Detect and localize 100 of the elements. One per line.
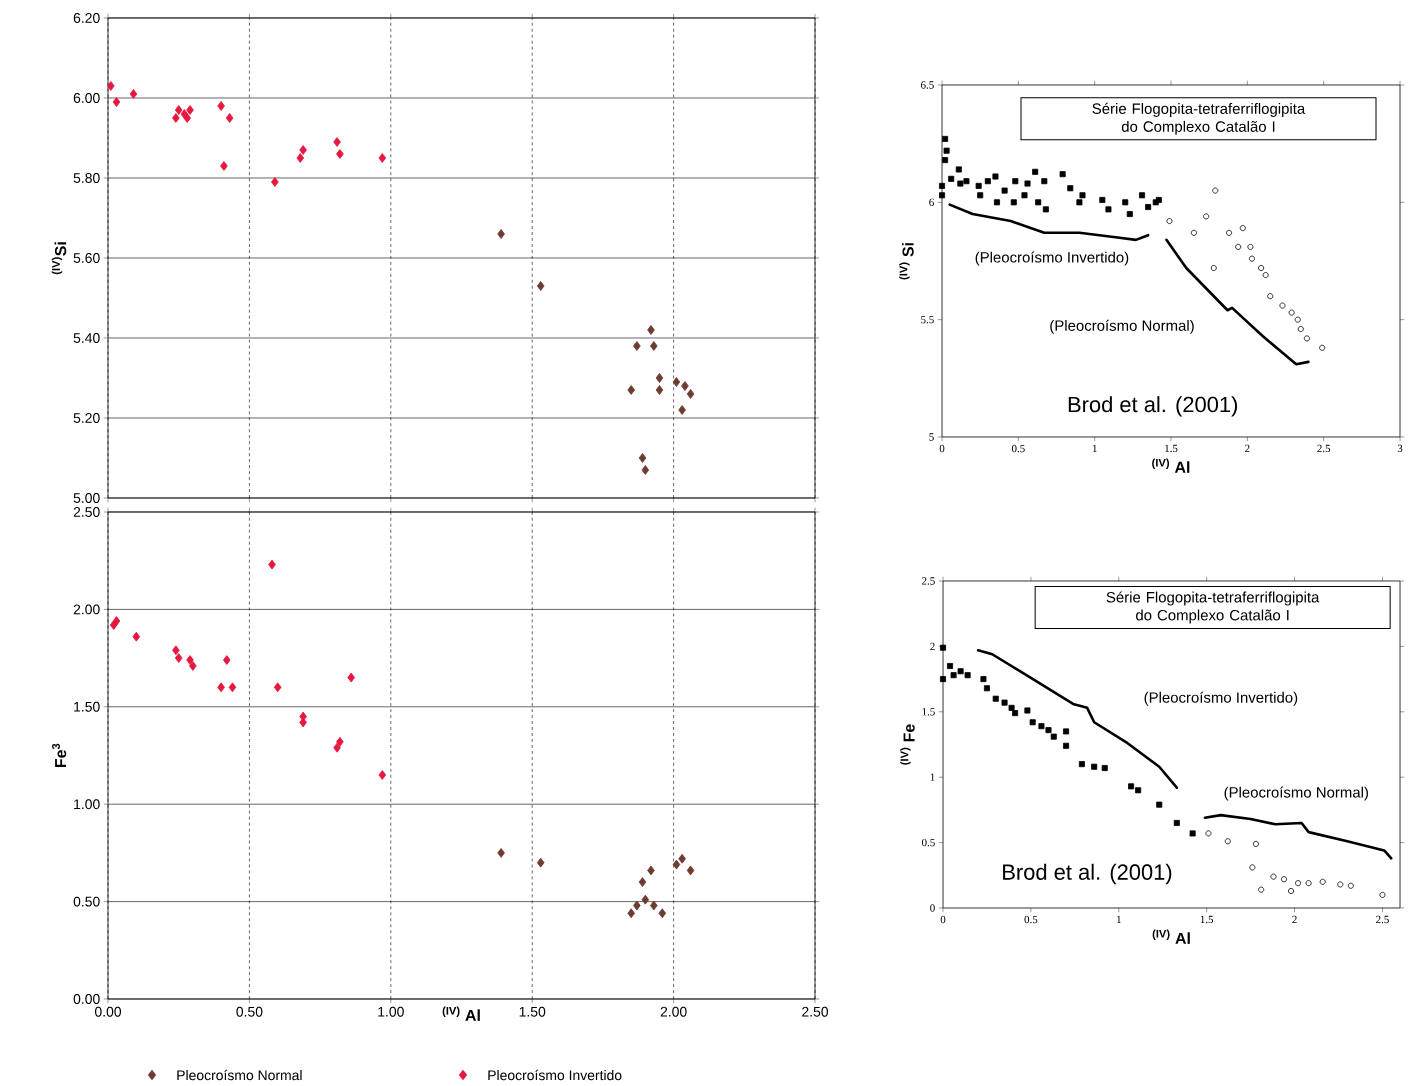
point (1239, 225, 1246, 232)
x-tick-label: 2.5 (1376, 915, 1389, 924)
point (1024, 180, 1031, 187)
point (223, 655, 231, 665)
point (109, 620, 118, 630)
point (1045, 727, 1052, 734)
point (299, 145, 307, 155)
point (1042, 206, 1049, 213)
y-tick-label: 2.5 (922, 577, 935, 585)
y-tick-label: 1.00 (74, 799, 100, 810)
x-tick-label: 1.00 (378, 1006, 404, 1017)
y-tick-label: 1.50 (74, 701, 100, 712)
point (1258, 265, 1265, 272)
point (107, 81, 115, 91)
point (1166, 218, 1173, 225)
x-tick-label: 3 (1397, 444, 1403, 453)
point (650, 341, 658, 351)
point (672, 377, 681, 387)
point (186, 105, 194, 115)
point (655, 373, 664, 383)
point (655, 385, 664, 395)
annotation: Brod et al. (2001) (1003, 863, 1172, 885)
point (992, 695, 999, 702)
point (378, 770, 387, 780)
point (678, 853, 686, 864)
point (189, 660, 197, 671)
point (1303, 335, 1310, 342)
point (336, 736, 344, 747)
point (678, 405, 686, 415)
point (1050, 733, 1057, 740)
y-tick-label: 0 (930, 904, 935, 912)
point (980, 676, 987, 683)
x-tick-label: 2.50 (802, 1006, 829, 1017)
point (132, 631, 141, 642)
point (641, 465, 650, 475)
point (686, 389, 695, 399)
y-axis-title: Fe$^{3}$ (52, 743, 67, 768)
point (333, 137, 341, 147)
point (950, 672, 957, 679)
point (1063, 742, 1070, 749)
point (1281, 876, 1288, 883)
point (1319, 344, 1326, 351)
y-tick-label: 5 (929, 433, 934, 441)
point (1205, 830, 1212, 837)
annotation: (Pleocroísmo Normal) (1050, 319, 1194, 334)
point (1248, 255, 1255, 262)
point (1258, 886, 1265, 893)
y-tick-label: 5.00 (73, 493, 100, 503)
line-series (948, 203, 1150, 242)
point (1252, 840, 1259, 847)
text: Série Flogopita-tetraferriflogipita do Complexo Catalão I (1106, 591, 1320, 624)
point (681, 381, 689, 391)
x-tick-label: 1 (1092, 444, 1097, 452)
y-tick-label: 5.40 (73, 333, 100, 343)
point (1067, 185, 1074, 192)
line-series (1203, 813, 1393, 860)
point (1041, 178, 1048, 185)
point (172, 113, 180, 123)
point (1226, 229, 1233, 236)
point (940, 676, 947, 683)
point (647, 325, 655, 335)
point (948, 175, 955, 182)
point (1079, 192, 1086, 199)
y-tick-label: 2 (930, 642, 935, 651)
point (1001, 699, 1008, 706)
annotation: (Pleocroísmo Invertido) (1144, 691, 1298, 706)
point (939, 192, 946, 199)
y-tick-label: 0.00 (73, 994, 100, 1004)
point (228, 682, 237, 693)
point (947, 663, 954, 670)
point (347, 672, 355, 683)
point (658, 908, 667, 919)
point (1337, 881, 1344, 888)
point (1128, 783, 1135, 790)
y-tick-label: 5.80 (73, 173, 100, 183)
point (1270, 873, 1277, 880)
point (1001, 187, 1008, 194)
point (1126, 211, 1133, 218)
point (1059, 171, 1066, 178)
point (633, 900, 641, 911)
point (1076, 199, 1083, 206)
point (1319, 878, 1326, 885)
point (1099, 196, 1106, 203)
point (1297, 326, 1304, 333)
point (1295, 880, 1302, 887)
point (638, 877, 647, 888)
point (112, 97, 121, 107)
y-tick-label: 6 (929, 198, 934, 206)
point (220, 161, 228, 171)
x-tick-label: 2.00 (660, 1006, 687, 1017)
point (1262, 272, 1269, 279)
point (1305, 880, 1312, 887)
point (271, 177, 279, 187)
point (186, 655, 194, 665)
point (939, 182, 946, 189)
point (1139, 192, 1146, 199)
point (1224, 838, 1231, 845)
point (977, 192, 984, 199)
point (180, 109, 189, 119)
point (627, 385, 635, 395)
